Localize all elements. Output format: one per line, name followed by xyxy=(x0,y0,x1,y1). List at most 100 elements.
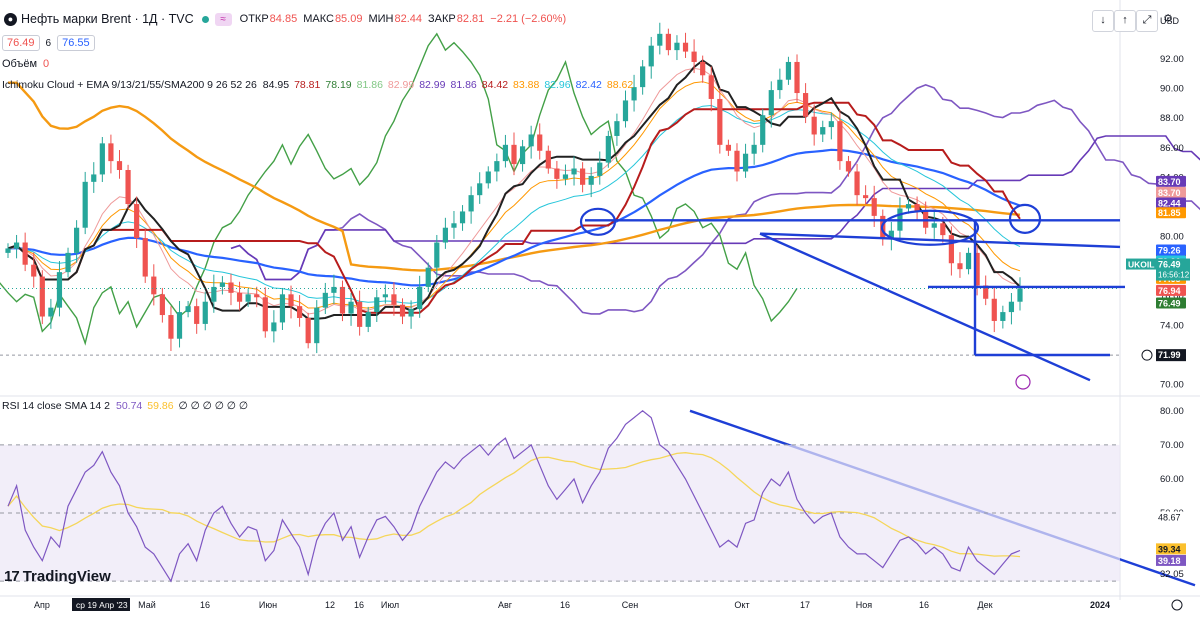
indicator-value: 82.99 xyxy=(419,79,446,91)
time-tick-label: 16 xyxy=(919,600,929,610)
price-label: 83.70 xyxy=(1158,177,1181,187)
candle-body xyxy=(682,42,689,52)
candles xyxy=(0,22,1120,356)
candle-body xyxy=(597,162,603,176)
candle-body xyxy=(794,61,800,94)
arrow-up-icon[interactable]: ↑ xyxy=(1114,10,1136,32)
candle-body xyxy=(691,51,697,62)
time-tick-label: 16 xyxy=(200,600,210,610)
candle-body xyxy=(863,195,869,199)
price-label-box xyxy=(1156,297,1186,309)
candle-body xyxy=(202,301,208,324)
time-tick-label: 12 xyxy=(325,600,335,610)
candle-body xyxy=(974,252,980,286)
candle-body xyxy=(948,235,954,264)
tradingview-logo-icon: 17 xyxy=(4,568,20,585)
symbol-title[interactable]: Нефть марки Brent · 1Д · TVC xyxy=(21,12,194,26)
candle-body xyxy=(48,307,54,317)
rsi-line xyxy=(7,410,1021,583)
candle-body xyxy=(185,306,191,313)
candle-body xyxy=(99,143,105,175)
indicator-value: 84.42 xyxy=(481,79,509,91)
indicator-value: 82.99 xyxy=(387,79,415,91)
candle-body xyxy=(614,121,620,136)
candle-body xyxy=(408,309,414,317)
candle-body xyxy=(56,272,63,308)
candle-body xyxy=(965,252,972,270)
tradingview-logo[interactable]: 17 TradingView xyxy=(4,568,111,585)
sma200-line xyxy=(7,81,1021,272)
candle-body xyxy=(622,100,629,122)
candle-body xyxy=(125,170,131,205)
candle-body xyxy=(134,204,140,239)
bid-ask-row: 76.49 6 76.55 xyxy=(2,35,95,51)
ohlc-open-value: 84.85 xyxy=(269,13,298,25)
ohlc-high-value: 85.09 xyxy=(334,13,363,25)
settings-gear-icon[interactable]: ⚙ xyxy=(1158,10,1178,30)
time-tick-label: Май xyxy=(138,600,156,610)
rsi-legend[interactable]: RSI 14 close SMA 14 2 50.74 59.86 ∅ ∅ ∅ … xyxy=(2,400,248,412)
candle-body xyxy=(983,285,989,299)
indicator-value: 81.86 xyxy=(356,79,383,91)
time-tick-label: Авг xyxy=(498,600,513,610)
candle-body xyxy=(854,171,860,196)
maximize-icon[interactable]: ⤢ xyxy=(1136,10,1158,32)
candle-body xyxy=(657,33,663,46)
current-price-label: 76.49 xyxy=(1158,260,1181,270)
volume-value: 0 xyxy=(43,58,50,70)
current-price-box xyxy=(1156,258,1190,281)
ask-price-button[interactable]: 76.55 xyxy=(57,35,95,51)
candle-body xyxy=(588,175,594,185)
rsi-box xyxy=(1156,554,1186,566)
volume-legend[interactable]: Объём 0 xyxy=(2,58,49,70)
arrow-down-icon[interactable]: ↓ xyxy=(1092,10,1114,32)
candle-body xyxy=(417,286,423,310)
candle-body xyxy=(665,33,671,51)
rsi-tick-label: 70.00 xyxy=(1160,440,1184,451)
indicator-legend[interactable]: Ichimoku Cloud + EMA 9/13/21/55/SMA200 9… xyxy=(2,79,638,91)
candle-body xyxy=(605,135,611,163)
candle-body xyxy=(434,242,440,268)
indicator-value: 82.42 xyxy=(575,79,602,91)
candle-body xyxy=(837,121,843,162)
time-tick-label: Апр xyxy=(34,600,50,610)
price-axis: 92.0090.0088.0086.0084.0082.0080.0078.00… xyxy=(1126,54,1190,580)
compare-icon[interactable]: ≈ xyxy=(214,12,232,26)
time-tick-label: 16 xyxy=(354,600,364,610)
candle-body xyxy=(211,286,217,302)
candle-body xyxy=(459,211,466,224)
candle-body xyxy=(348,301,354,314)
indicator-value: 83.88 xyxy=(513,79,540,91)
indicator-value: 78.19 xyxy=(325,79,352,91)
ema13-line xyxy=(7,81,1021,309)
price-change: −2.21 (−2.60%) xyxy=(490,13,567,25)
candle-body xyxy=(39,276,45,317)
candle-body xyxy=(640,66,646,88)
candle-body xyxy=(296,306,303,318)
candle-body xyxy=(442,227,448,243)
time-tick-label: Июн xyxy=(259,600,277,610)
tenkan-line xyxy=(7,59,1021,320)
currency-label[interactable]: USD xyxy=(1160,16,1180,26)
market-status-icon xyxy=(201,15,209,23)
circle-drawing xyxy=(579,207,617,236)
ema21-line xyxy=(7,104,1021,304)
oil-drop-icon: ● xyxy=(4,12,17,26)
bid-price-button[interactable]: 76.49 xyxy=(2,35,40,51)
candle-body xyxy=(931,223,937,228)
candle-body xyxy=(5,248,11,253)
candle-body xyxy=(777,79,783,91)
candle-body xyxy=(957,263,963,270)
candle-body xyxy=(768,90,774,116)
price-label-box xyxy=(1156,186,1186,198)
candle-body xyxy=(331,286,337,293)
candle-body xyxy=(888,230,894,239)
candle-body xyxy=(365,312,371,327)
time-tick-label: 17 xyxy=(800,600,810,610)
candle-body xyxy=(820,127,826,135)
candle-body xyxy=(785,61,792,80)
lightning-icon xyxy=(1015,374,1031,390)
candle-body xyxy=(631,87,637,101)
price-label: 79.26 xyxy=(1158,246,1181,256)
